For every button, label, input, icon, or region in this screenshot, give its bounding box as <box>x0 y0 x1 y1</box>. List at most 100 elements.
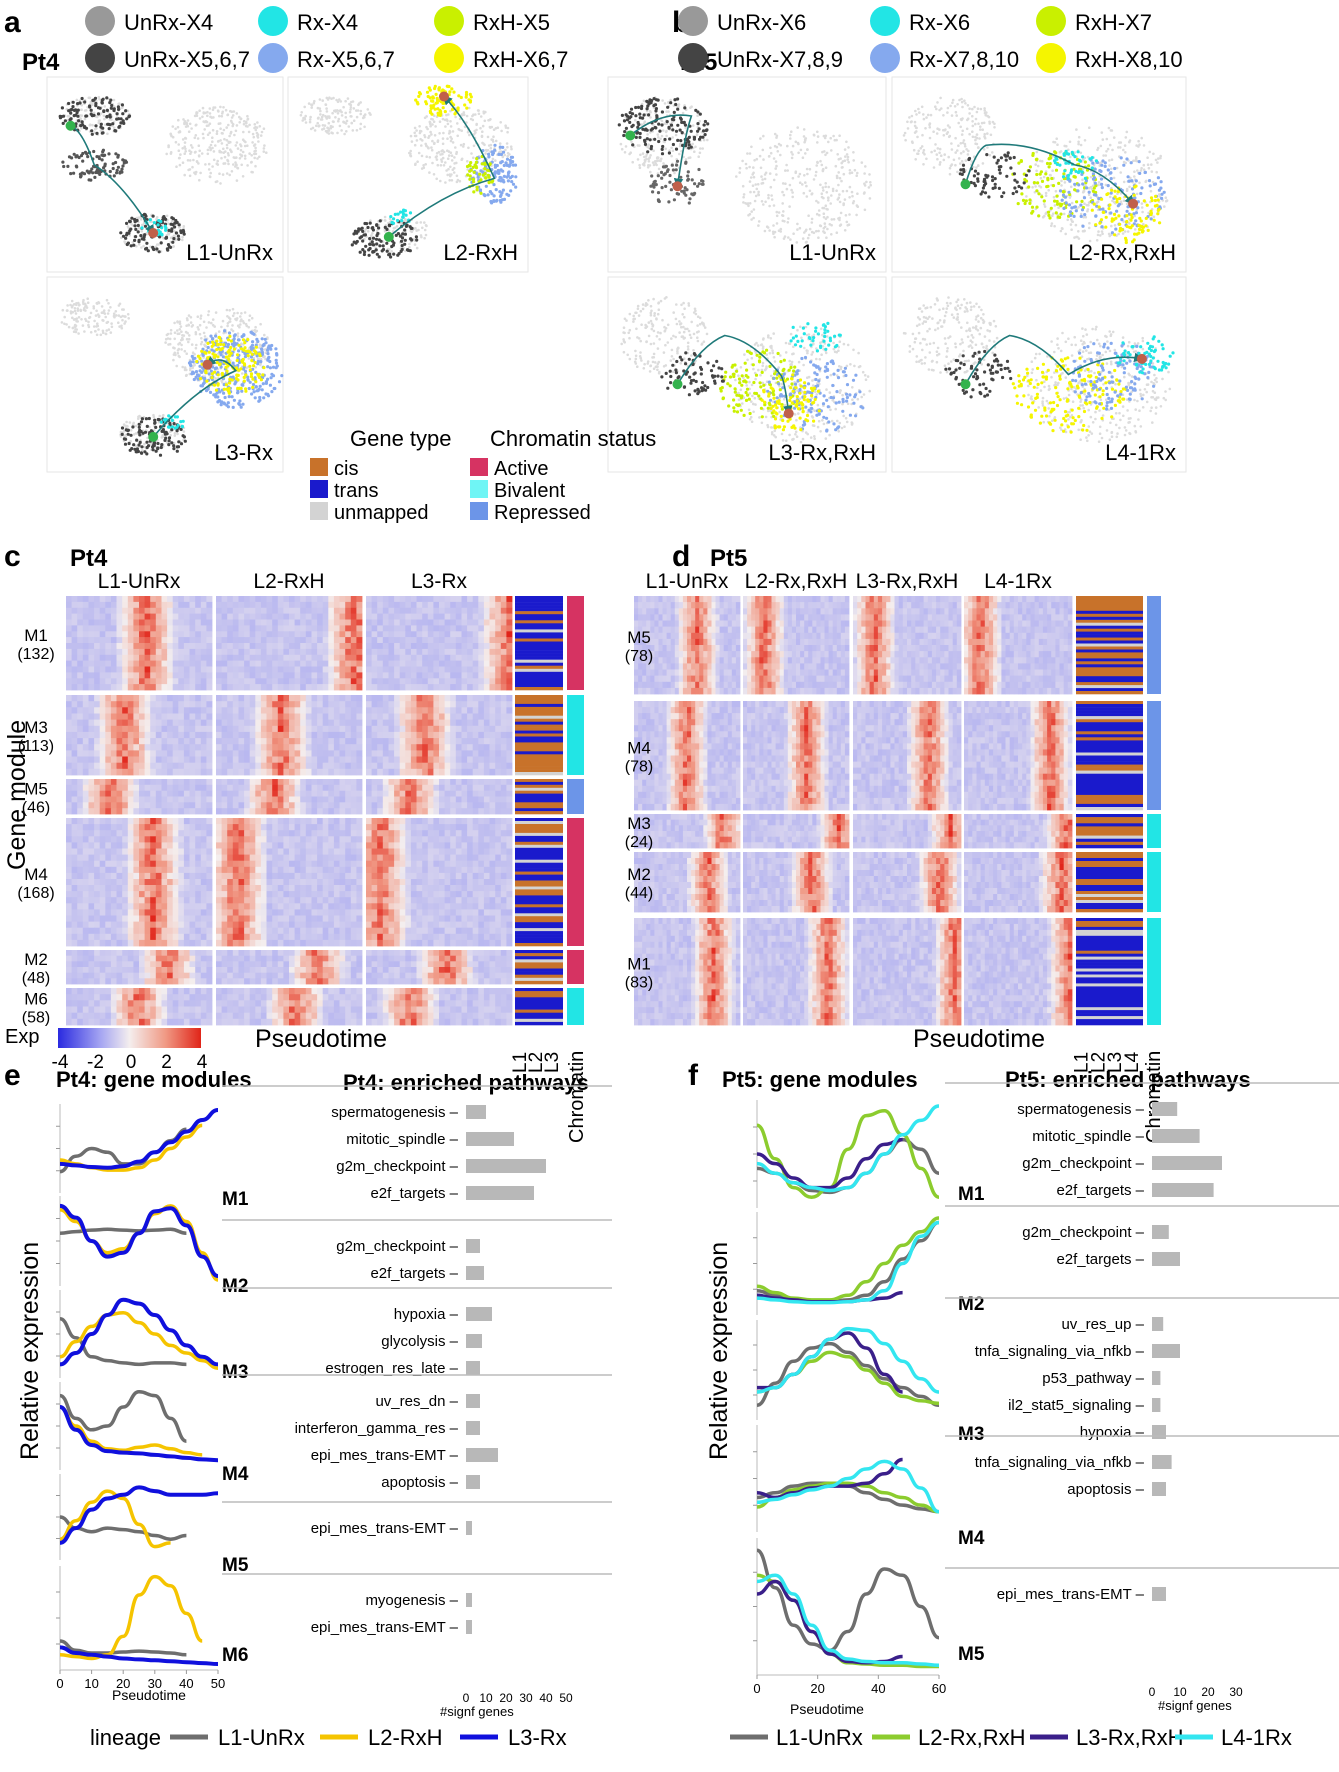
cell-point <box>676 346 680 350</box>
cell-point <box>939 161 942 164</box>
cell-point <box>253 396 257 400</box>
cell-point <box>968 132 971 136</box>
cell-point <box>1094 223 1098 227</box>
cell-point <box>371 236 376 240</box>
cell-point <box>200 152 204 155</box>
cell-point <box>653 125 657 130</box>
cell-point <box>196 326 200 329</box>
cell-point <box>94 314 98 317</box>
cell-point <box>670 337 673 340</box>
legend-swatch <box>434 6 464 36</box>
cell-point <box>409 237 413 241</box>
cell-point <box>631 160 634 164</box>
cell-point <box>670 355 674 358</box>
cell-point <box>432 103 436 107</box>
cell-point <box>170 428 174 432</box>
cell-point <box>1121 232 1125 235</box>
cell-point <box>1105 137 1109 141</box>
cell-point <box>669 98 672 102</box>
cell-point <box>668 137 672 141</box>
cell-point <box>109 98 113 102</box>
cell-point <box>179 153 182 156</box>
cell-point <box>234 342 238 346</box>
cell-point <box>1125 214 1129 218</box>
cell-point <box>794 170 798 173</box>
cell-point <box>242 120 246 123</box>
cell-point <box>757 224 760 227</box>
cell-point <box>964 102 967 105</box>
cell-point <box>183 349 187 353</box>
cell-point <box>502 174 506 178</box>
cell-point <box>639 309 643 313</box>
umap-tile-label: L3-Rx <box>214 440 273 465</box>
cell-point <box>409 149 413 153</box>
cell-point <box>672 118 676 122</box>
cell-point <box>118 325 121 328</box>
cell-point <box>210 376 214 380</box>
cell-point <box>1097 205 1101 209</box>
cell-point <box>968 112 971 115</box>
cell-point <box>222 343 226 347</box>
cell-point <box>329 124 333 128</box>
cell-point <box>921 133 924 137</box>
cell-point <box>657 167 661 171</box>
cell-point <box>804 152 807 155</box>
cell-point <box>183 145 186 148</box>
cell-point <box>430 133 433 136</box>
cell-point <box>843 198 847 201</box>
cell-point <box>446 137 449 140</box>
cell-point <box>1048 216 1052 220</box>
cell-point <box>678 116 683 120</box>
cell-point <box>205 326 208 329</box>
cell-point <box>262 147 266 150</box>
cell-point <box>1027 169 1031 173</box>
cell-point <box>196 137 200 140</box>
cell-point <box>669 188 674 192</box>
cell-point <box>457 127 461 131</box>
cell-point <box>469 95 473 99</box>
legend-label: RxH-X6,7 <box>473 47 568 72</box>
cell-point <box>101 150 105 154</box>
cell-point <box>1012 155 1016 160</box>
cell-point <box>468 174 472 178</box>
cell-point <box>230 170 234 173</box>
cell-point <box>396 253 400 257</box>
cell-point <box>924 127 927 130</box>
cell-point <box>1114 227 1118 231</box>
cell-point <box>474 164 478 168</box>
cell-point <box>114 310 118 313</box>
cell-point <box>650 327 654 331</box>
cell-point <box>961 167 966 172</box>
cell-point <box>649 144 654 149</box>
cell-point <box>1074 223 1078 227</box>
cell-point <box>263 333 266 337</box>
cell-point <box>867 186 871 189</box>
cell-point <box>678 128 682 132</box>
cell-point <box>671 136 674 139</box>
cell-point <box>964 159 968 162</box>
cell-point <box>120 236 123 240</box>
umap-tile: L2-RxH <box>287 76 529 273</box>
cell-point <box>806 236 810 240</box>
cell-point <box>620 342 623 346</box>
cell-point <box>464 90 469 95</box>
cell-point <box>499 193 503 197</box>
cell-point <box>761 178 764 181</box>
cell-point <box>171 125 175 128</box>
cell-point <box>674 147 679 151</box>
cell-point <box>393 212 397 216</box>
cell-point <box>170 441 174 445</box>
cell-point <box>247 386 251 391</box>
cell-point <box>135 218 139 223</box>
cell-point <box>696 184 700 188</box>
legend-label: Rx-X6 <box>909 10 970 35</box>
cell-point <box>1101 232 1104 236</box>
cell-point <box>110 325 114 329</box>
cell-point <box>256 136 260 139</box>
cell-point <box>934 143 937 146</box>
cell-point <box>351 100 355 103</box>
cell-point <box>961 105 964 109</box>
cell-point <box>367 253 371 257</box>
cell-point <box>237 349 241 353</box>
cell-point <box>492 183 496 187</box>
